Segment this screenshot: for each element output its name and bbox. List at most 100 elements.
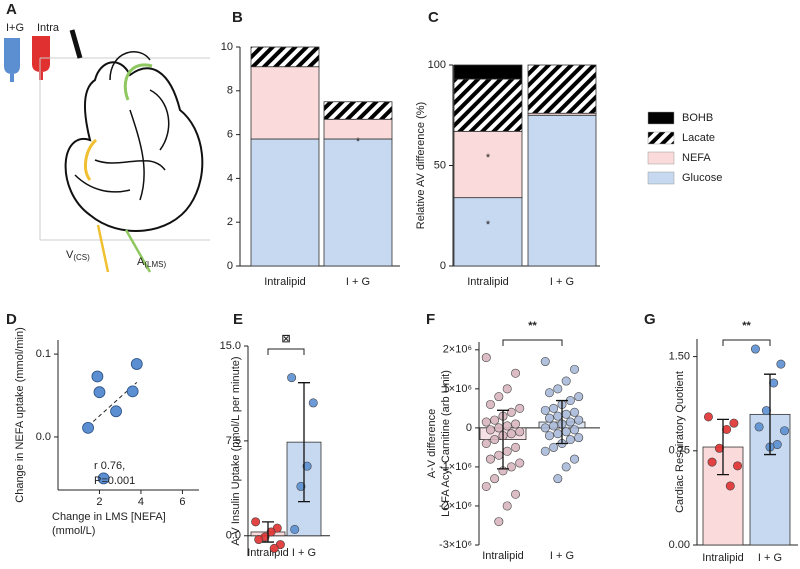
- x-tick-label: 2: [96, 496, 102, 508]
- legend-swatch: [647, 111, 675, 125]
- y-tick-label: 2×10⁶: [443, 344, 472, 356]
- data-point: [561, 409, 571, 419]
- bar-segment: [250, 138, 320, 267]
- y-axis-label: Change in NEFA uptake (mmol/min): [14, 327, 26, 502]
- data-point: [511, 419, 521, 429]
- y-tick-label: 100: [428, 59, 446, 71]
- sinus-catheter: [96, 224, 110, 273]
- y-tick-label: 8: [227, 85, 233, 97]
- data-point: [490, 415, 500, 425]
- panel-letter: A: [6, 1, 17, 18]
- heart-outline: [64, 61, 204, 232]
- data-point: [515, 427, 525, 437]
- data-point: [110, 405, 122, 418]
- data-point: [82, 421, 94, 434]
- significance-bracket: [722, 339, 771, 346]
- significance-bracket: [502, 339, 563, 346]
- data-point: [553, 474, 563, 484]
- panel-letter: C: [428, 9, 439, 26]
- x-tick-label: I + G: [346, 276, 370, 288]
- lms-catheter: [124, 229, 152, 273]
- legend-swatch: [647, 151, 675, 165]
- x-axis-label: Change in LMS [NEFA]: [52, 511, 166, 523]
- data-point: [725, 481, 735, 491]
- data-point: [733, 461, 743, 471]
- data-point: [511, 442, 521, 452]
- data-point: [296, 481, 306, 491]
- annotation: r 0.76,: [94, 460, 125, 472]
- data-point: [506, 462, 516, 472]
- data-point: [561, 462, 571, 472]
- x-tick-label: Intralipid: [467, 276, 509, 288]
- annotation: *: [486, 219, 491, 231]
- artery: [123, 63, 153, 101]
- y-axis-label: A-V difference: [426, 409, 438, 479]
- y-tick-label: -3×10⁶: [439, 539, 472, 551]
- data-point: [494, 450, 504, 460]
- x-tick-label: I + G: [550, 276, 574, 288]
- sinus: [83, 138, 98, 181]
- vessel-main: V: [66, 249, 74, 261]
- data-point: [254, 535, 264, 545]
- data-point: [553, 411, 563, 421]
- data-point: [570, 454, 580, 464]
- significance-bracket: [267, 348, 305, 355]
- y-tick-label: 1×10⁶: [443, 383, 472, 395]
- data-point: [130, 358, 143, 370]
- bar-segment: [250, 66, 320, 140]
- data-point: [561, 427, 571, 437]
- data-point: [754, 422, 764, 432]
- x-tick-label: Intralipid: [264, 276, 306, 288]
- data-point: [485, 399, 495, 409]
- y-tick-label: 0: [440, 260, 446, 272]
- y-tick-label: 7.5: [226, 435, 241, 447]
- data-point: [481, 481, 491, 491]
- legend-label: NEFA: [682, 152, 711, 164]
- data-point: [266, 527, 276, 537]
- bag-label: I+G: [6, 22, 24, 34]
- data-point: [511, 368, 521, 378]
- data-point: [511, 489, 521, 499]
- x-axis-label: (mmol/L): [52, 525, 95, 537]
- bar-segment: [453, 64, 523, 80]
- error-bar: [298, 382, 310, 503]
- x-tick-label: 6: [179, 496, 185, 508]
- vessel-label: A(LMS): [137, 256, 166, 269]
- y-tick-label: 0.00: [669, 539, 690, 551]
- significance-label: ⊠: [281, 333, 290, 345]
- x-tick-label: I + G: [292, 547, 316, 559]
- data-point: [485, 454, 495, 464]
- data-point: [561, 376, 571, 386]
- data-point: [553, 384, 563, 394]
- data-point: [714, 443, 724, 453]
- data-point: [494, 423, 504, 433]
- data-point: [544, 413, 554, 423]
- data-point: [481, 353, 491, 363]
- bar-segment: [453, 197, 523, 267]
- data-point: [251, 517, 261, 527]
- data-point: [494, 517, 504, 527]
- data-point: [722, 424, 732, 434]
- y-axis-label: LCFA Acyl-Carnitine (arb Unit): [440, 370, 452, 517]
- significance-label: **: [742, 320, 751, 332]
- panel-letter: F: [426, 311, 435, 328]
- y-axis-label: Cardiac Respiratory Quotient: [674, 371, 686, 513]
- y-tick-label: 0: [466, 422, 472, 434]
- y-tick-label: 1.50: [669, 350, 690, 362]
- panel-letter: E: [233, 311, 243, 328]
- bag-icon: [32, 36, 50, 72]
- data-point: [570, 364, 580, 374]
- data-point: [290, 524, 300, 534]
- data-point: [269, 543, 279, 553]
- bar-segment: [453, 78, 523, 132]
- error-bar: [497, 409, 509, 470]
- vessel-sub: (CS): [73, 253, 90, 262]
- data-point: [126, 385, 139, 398]
- x-tick-label: I + G: [758, 552, 782, 564]
- data-point: [544, 388, 554, 398]
- data-point: [549, 442, 559, 452]
- data-point: [707, 457, 717, 467]
- data-point: [91, 370, 104, 383]
- data-point: [502, 446, 512, 456]
- error-bar: [556, 399, 568, 445]
